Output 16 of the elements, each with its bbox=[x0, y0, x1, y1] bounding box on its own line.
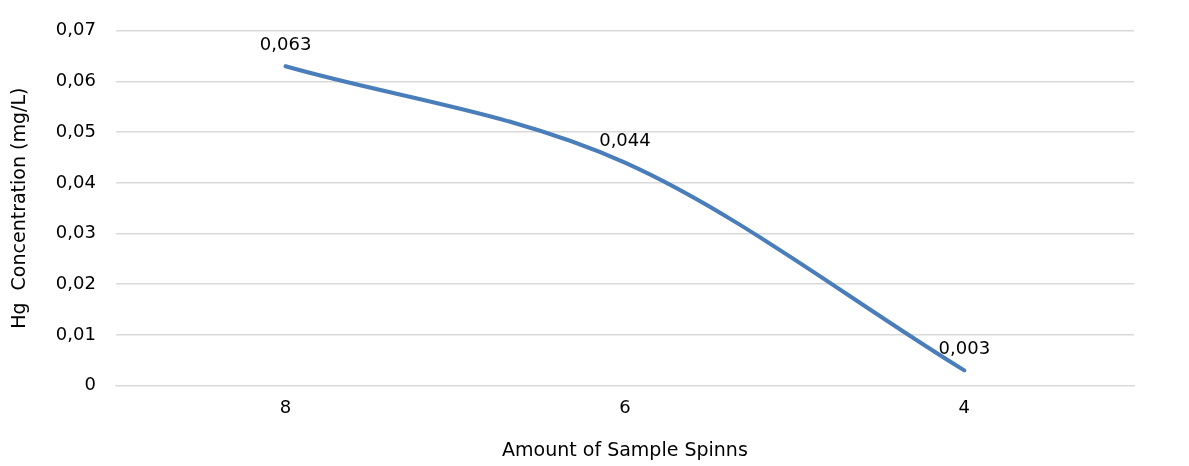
x-tick-label: 6 bbox=[619, 396, 631, 418]
y-tick-label: 0,07 bbox=[55, 18, 96, 40]
x-axis-title: Amount of Sample Spinns bbox=[502, 437, 748, 460]
y-axis-title: Hg Concentration (mg/L) bbox=[7, 87, 30, 329]
y-tick-label: 0,01 bbox=[55, 322, 96, 344]
x-tick-label: 4 bbox=[958, 396, 971, 418]
y-tick-label: 0 bbox=[84, 373, 96, 395]
data-label: 0,063 bbox=[259, 32, 312, 54]
y-tick-label: 0,02 bbox=[55, 271, 96, 293]
y-tick-label: 0,05 bbox=[55, 119, 96, 141]
data-label: 0,044 bbox=[599, 129, 651, 151]
y-tick-label: 0,03 bbox=[55, 221, 96, 243]
y-tick-label: 0,06 bbox=[55, 69, 96, 91]
y-tick-label: 0,04 bbox=[55, 170, 96, 192]
data-label: 0,003 bbox=[938, 337, 991, 359]
x-tick-label: 8 bbox=[279, 396, 292, 418]
